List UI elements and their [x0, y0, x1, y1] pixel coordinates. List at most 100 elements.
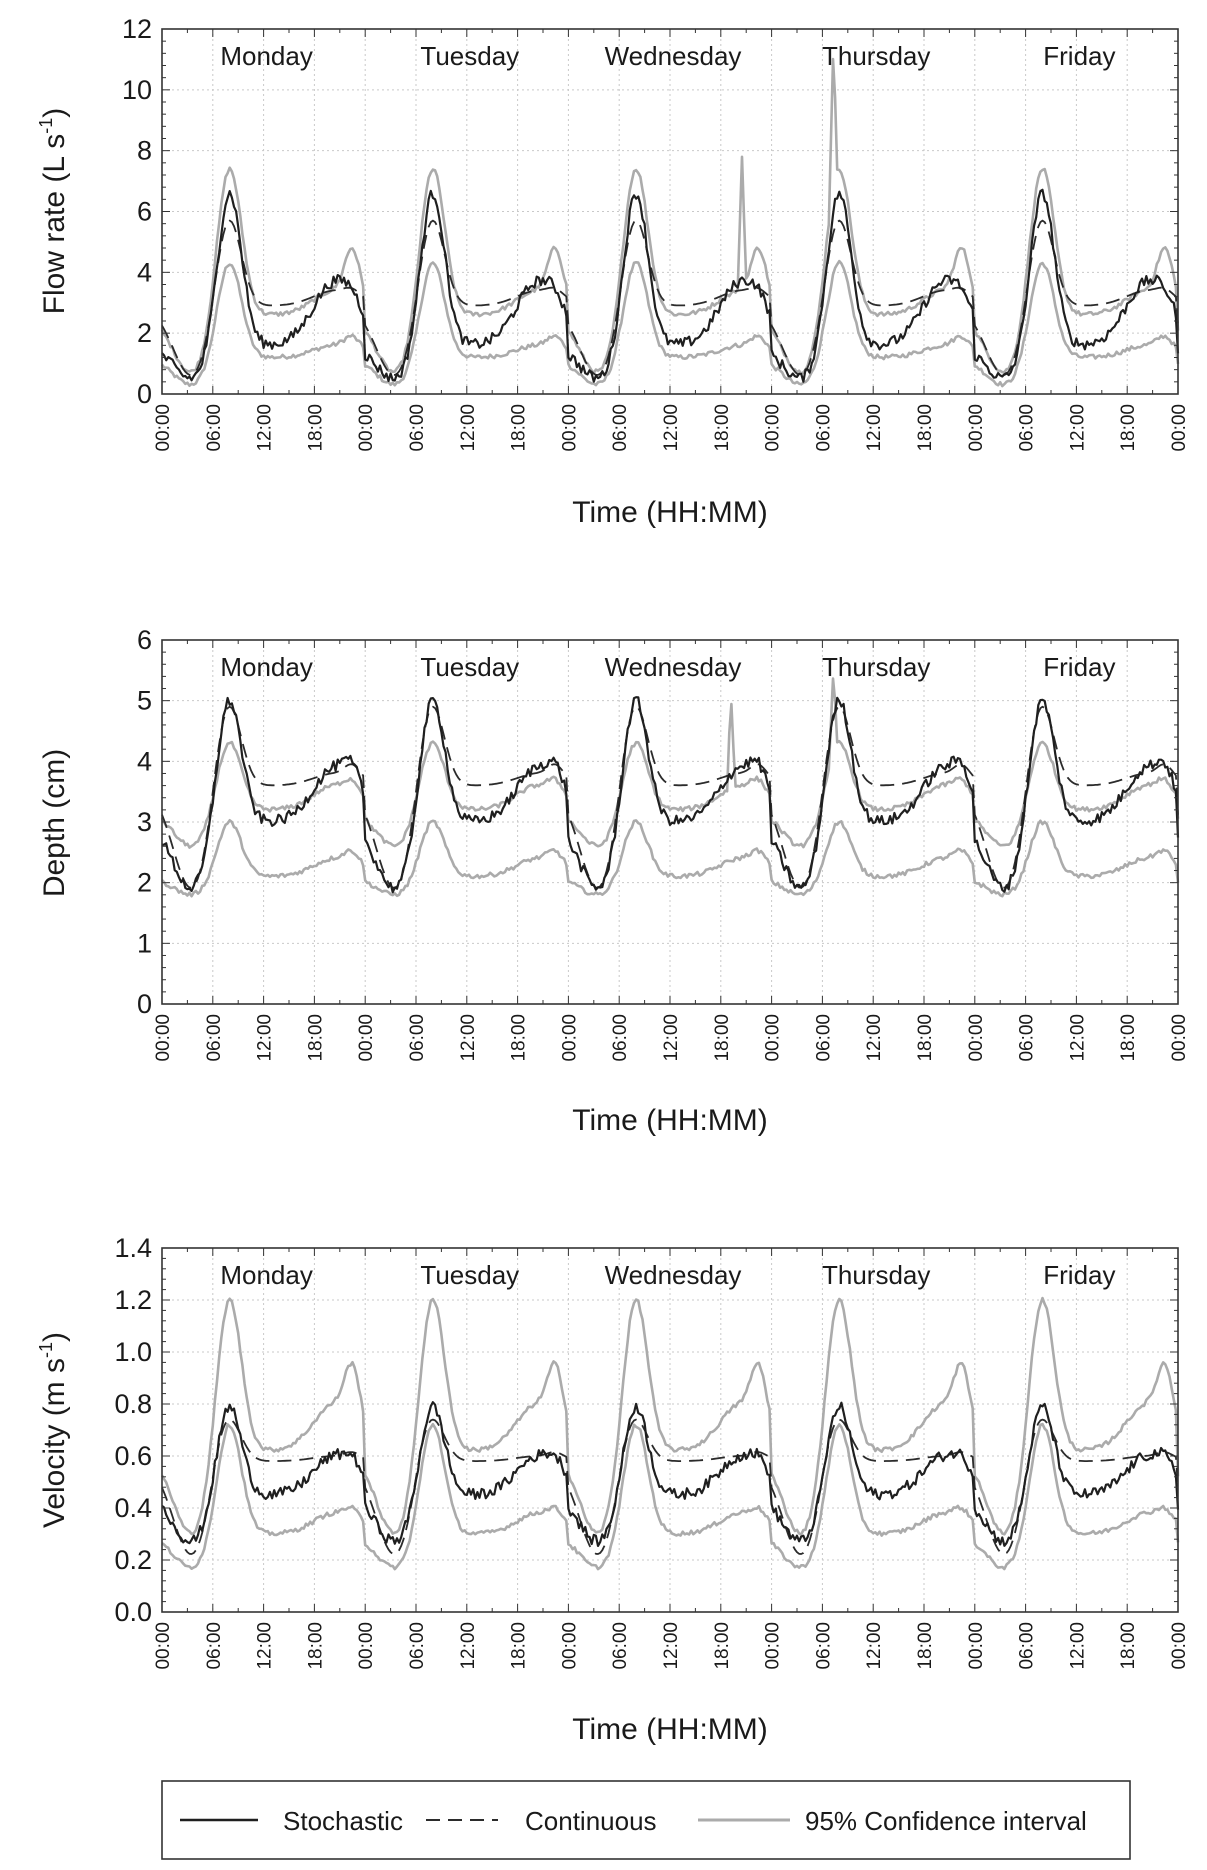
- y-tick-label: 0.8: [114, 1389, 152, 1419]
- day-label: Friday: [1043, 41, 1115, 71]
- series-line-stochastic: [161, 696, 1180, 894]
- x-tick-label: 00:00: [1169, 404, 1190, 452]
- x-tick-label: 12:00: [458, 1622, 479, 1670]
- x-tick-label: 06:00: [204, 1622, 225, 1670]
- day-label: Thursday: [822, 652, 930, 682]
- x-tick-label: 12:00: [661, 1014, 682, 1062]
- chart-panel-2: 0 1 2 3 4 5 6 00:00 06:00 12:00 18:00 00:00 06:00 12:…: [38, 625, 1190, 1137]
- x-tick-label: 00:00: [153, 1014, 174, 1062]
- x-axis-title: Time (HH:MM): [572, 496, 768, 529]
- day-label: Monday: [220, 1260, 313, 1290]
- x-tick-label: 18:00: [915, 404, 936, 452]
- x-tick-label: 00:00: [356, 1014, 377, 1062]
- x-tick-label: 18:00: [712, 1014, 733, 1062]
- y-axis-title: Depth (cm): [38, 749, 71, 897]
- x-tick-label: 06:00: [1017, 1622, 1038, 1670]
- x-tick-label: 12:00: [864, 404, 885, 452]
- x-tick-label: 12:00: [661, 404, 682, 452]
- y-tick-label: 1: [137, 928, 152, 958]
- day-label: Monday: [220, 41, 313, 71]
- y-tick-label: 0.4: [114, 1493, 152, 1523]
- y-tick-label: 10: [122, 75, 152, 105]
- y-tick-label: 0.0: [114, 1597, 152, 1627]
- x-tick-label: 12:00: [458, 404, 479, 452]
- x-tick-label: 18:00: [915, 1014, 936, 1062]
- x-tick-label: 18:00: [1118, 404, 1139, 452]
- y-tick-label: 0: [137, 989, 152, 1019]
- x-tick-label: 00:00: [356, 404, 377, 452]
- chart-panel-3: 0.0 0.2 0.4 0.6 0.8 1.0 1.2 1.4 00:00 06:00 12:00 1…: [36, 1233, 1190, 1746]
- x-tick-label: 06:00: [813, 1014, 834, 1062]
- y-tick-label: 4: [137, 257, 152, 287]
- y-tick-label: 0.2: [114, 1545, 152, 1575]
- y-tick-label: 4: [137, 746, 152, 776]
- legend-label-upper: 95% Confidence interval: [805, 1806, 1087, 1836]
- x-tick-label: 18:00: [712, 404, 733, 452]
- x-tick-label: 06:00: [813, 1622, 834, 1670]
- x-axis-title: Time (HH:MM): [572, 1104, 768, 1137]
- x-tick-label: 18:00: [509, 404, 530, 452]
- x-tick-label: 12:00: [1067, 1622, 1088, 1670]
- x-tick-label: 00:00: [1169, 1622, 1190, 1670]
- series-line-stochastic: [161, 188, 1180, 383]
- y-tick-label: 1.2: [114, 1285, 152, 1315]
- x-tick-label: 06:00: [1017, 404, 1038, 452]
- x-tick-label: 00:00: [153, 1622, 174, 1670]
- x-tick-label: 18:00: [305, 1622, 326, 1670]
- x-tick-label: 00:00: [559, 404, 580, 452]
- x-tick-label: 18:00: [712, 1622, 733, 1670]
- x-tick-label: 00:00: [763, 404, 784, 452]
- legend: Stochastic Continuous 95% Confidence inter…: [161, 1780, 1131, 1860]
- legend-box: [161, 1780, 1131, 1860]
- x-tick-label: 12:00: [255, 1622, 276, 1670]
- x-tick-label: 00:00: [559, 1014, 580, 1062]
- x-tick-label: 00:00: [763, 1014, 784, 1062]
- y-tick-label: 6: [137, 625, 152, 655]
- legend-label-stochastic: Stochastic: [283, 1806, 403, 1836]
- y-tick-label: 0.6: [114, 1441, 152, 1471]
- x-tick-label: 00:00: [966, 404, 987, 452]
- x-tick-label: 18:00: [509, 1014, 530, 1062]
- y-axis-title: Velocity (m s-1): [36, 1332, 71, 1528]
- x-tick-label: 12:00: [1067, 1014, 1088, 1062]
- day-label: Wednesday: [605, 1260, 742, 1290]
- y-tick-label: 2: [137, 868, 152, 898]
- y-tick-label: 2: [137, 318, 152, 348]
- series-line-stochastic: [161, 1401, 1180, 1547]
- x-tick-label: 06:00: [610, 1014, 631, 1062]
- x-tick-label: 00:00: [1169, 1014, 1190, 1062]
- x-axis-title: Time (HH:MM): [572, 1713, 768, 1746]
- y-tick-label: 5: [137, 686, 152, 716]
- day-label: Tuesday: [420, 41, 519, 71]
- chart-panel-1: 0 2 4 6 8 10 12 00:00 06:00 12:00 18:00 00:00 06:00 1…: [36, 14, 1190, 529]
- x-tick-label: 06:00: [610, 1622, 631, 1670]
- x-tick-label: 06:00: [407, 404, 428, 452]
- x-tick-label: 06:00: [610, 404, 631, 452]
- y-tick-label: 6: [137, 197, 152, 227]
- x-tick-label: 00:00: [559, 1622, 580, 1670]
- legend-label-continuous: Continuous: [525, 1806, 657, 1836]
- y-tick-label: 1.0: [114, 1337, 152, 1367]
- series-line-lower: [161, 819, 1180, 898]
- x-tick-label: 12:00: [661, 1622, 682, 1670]
- x-tick-label: 12:00: [255, 404, 276, 452]
- x-tick-label: 06:00: [204, 404, 225, 452]
- day-label: Wednesday: [605, 41, 742, 71]
- day-label: Thursday: [822, 41, 930, 71]
- day-label: Wednesday: [605, 652, 742, 682]
- x-tick-label: 00:00: [153, 404, 174, 452]
- y-tick-label: 8: [137, 136, 152, 166]
- x-tick-label: 00:00: [966, 1622, 987, 1670]
- series-line-upper: [160, 677, 1180, 849]
- y-tick-label: 3: [137, 807, 152, 837]
- day-label: Thursday: [822, 1260, 930, 1290]
- x-tick-label: 06:00: [407, 1622, 428, 1670]
- day-label: Friday: [1043, 1260, 1115, 1290]
- x-tick-label: 06:00: [813, 404, 834, 452]
- x-tick-label: 18:00: [915, 1622, 936, 1670]
- y-tick-label: 0: [137, 379, 152, 409]
- x-tick-label: 18:00: [305, 1014, 326, 1062]
- x-tick-label: 06:00: [407, 1014, 428, 1062]
- x-tick-label: 12:00: [255, 1014, 276, 1062]
